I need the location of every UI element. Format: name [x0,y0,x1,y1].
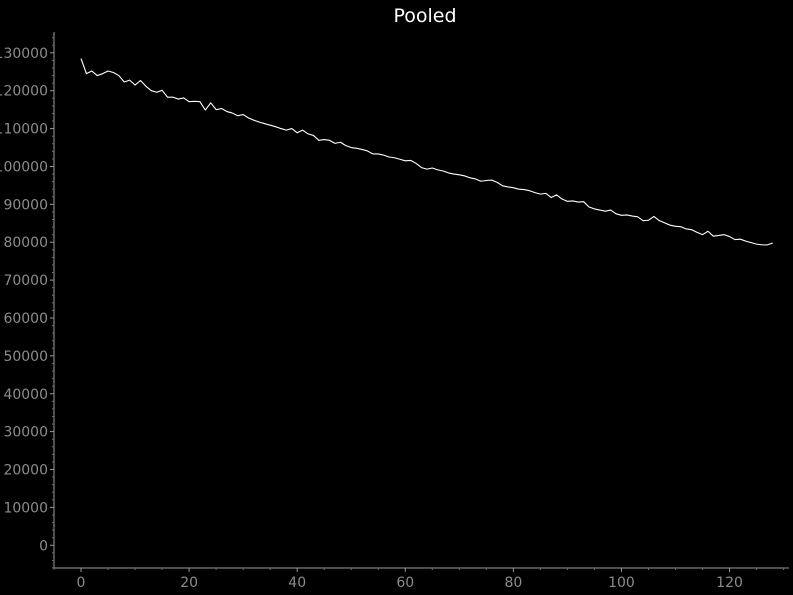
x-tick-label: 60 [396,575,414,591]
x-tick-label: 40 [288,575,306,591]
x-tick-label: 120 [716,575,743,591]
y-tick-label: 20000 [3,463,48,479]
y-tick-label: 50000 [3,349,48,365]
y-tick-label: 70000 [3,273,48,289]
series-group [80,58,773,246]
y-tick-label: 120000 [0,84,48,100]
series-line-0 [80,58,773,246]
y-tick-label: 10000 [3,500,48,516]
x-tick-label: 0 [77,575,86,591]
y-tick-label: 130000 [0,46,48,62]
y-tick-label: 100000 [0,159,48,175]
y-tick-label: 90000 [3,197,48,213]
y-tick-label: 30000 [3,425,48,441]
y-tick-label: 110000 [0,122,48,138]
y-tick-label: 0 [39,538,48,554]
x-tick-label: 80 [504,575,522,591]
y-tick-label: 60000 [3,311,48,327]
x-tick-label: 100 [608,575,635,591]
x-axis: 0 20 40 60 80 100 120 [53,567,789,591]
y-tick-label: 40000 [3,387,48,403]
y-axis: 0 10000 20000 30000 40000 50000 60000 70000 8000… [0,32,55,569]
chart-title: Pooled [393,5,456,27]
y-tick-label: 80000 [3,235,48,251]
x-tick-label: 20 [180,575,198,591]
